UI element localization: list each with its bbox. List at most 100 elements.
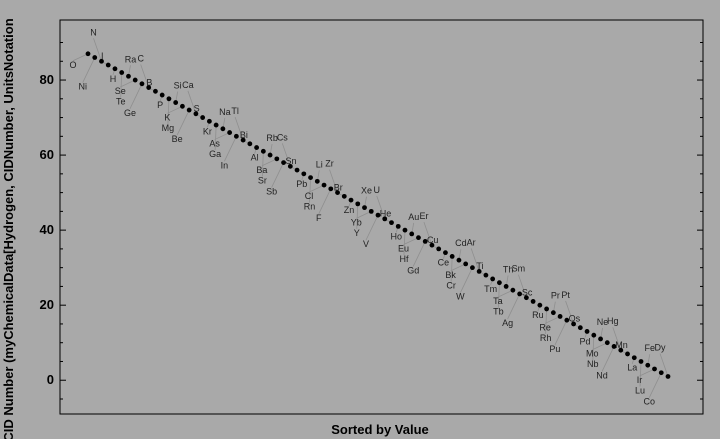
data-point	[443, 250, 448, 256]
data-point	[368, 208, 374, 214]
data-point	[348, 197, 354, 203]
element-label: Bi	[240, 130, 248, 140]
element-label: S	[194, 104, 200, 114]
data-point	[510, 287, 516, 293]
element-label: Rn	[304, 202, 316, 212]
element-label: Bk	[445, 270, 456, 280]
element-label: F	[316, 213, 322, 223]
data-point	[618, 347, 624, 353]
callout-line	[507, 293, 520, 320]
element-label: Zn	[344, 205, 355, 215]
x-axis-title: Sorted by Value	[331, 422, 429, 437]
data-point	[375, 212, 381, 218]
data-point	[584, 329, 590, 334]
element-label: Au	[408, 212, 419, 222]
data-point	[240, 137, 246, 143]
element-label: Hg	[607, 316, 619, 326]
data-point	[146, 85, 152, 90]
callout-line	[176, 109, 190, 136]
callout-line	[281, 143, 291, 167]
data-point	[213, 122, 219, 128]
data-point	[577, 325, 583, 331]
element-label: Be	[172, 134, 183, 144]
data-point	[496, 280, 502, 286]
callout-line	[592, 342, 608, 351]
data-point	[85, 51, 91, 57]
data-point	[476, 269, 482, 274]
element-label: Eu	[398, 244, 409, 254]
callout-line	[82, 57, 96, 83]
element-label: Xe	[361, 186, 372, 196]
data-point	[206, 118, 212, 124]
element-label: Re	[539, 322, 551, 332]
element-label: I	[101, 51, 104, 61]
data-point	[99, 58, 104, 64]
element-label: Pt	[561, 290, 570, 300]
data-point	[267, 152, 273, 158]
element-label: Si	[174, 81, 182, 91]
element-label: Rh	[540, 333, 552, 343]
element-label: Gd	[407, 265, 419, 275]
element-label: K	[164, 112, 170, 122]
y-tick-label: 0	[47, 372, 54, 387]
callout-line	[318, 188, 332, 215]
element-label: La	[627, 363, 637, 373]
element-label: Fe	[645, 343, 656, 353]
y-tick-label: 80	[40, 72, 54, 87]
data-point	[112, 66, 118, 72]
callout-line	[214, 125, 217, 151]
data-point	[153, 88, 158, 94]
element-label: Ca	[182, 80, 194, 90]
data-point	[517, 291, 523, 297]
element-label: Nb	[587, 359, 599, 369]
callout-line	[544, 316, 561, 324]
data-point	[530, 299, 536, 304]
data-point	[463, 261, 469, 267]
data-point	[611, 344, 617, 349]
callout-line	[592, 335, 595, 361]
callout-line	[403, 230, 406, 256]
element-label: Th	[503, 264, 514, 274]
callout-line	[329, 169, 338, 193]
callout-line	[214, 132, 230, 140]
data-point	[335, 190, 340, 196]
callout-line	[565, 300, 574, 325]
element-label: Cs	[277, 132, 288, 142]
callout-line	[517, 274, 527, 298]
data-point	[470, 265, 475, 271]
callout-line	[497, 289, 514, 298]
callout-line	[93, 38, 102, 62]
element-label: Ir	[637, 375, 643, 385]
data-point	[126, 73, 131, 79]
data-point	[598, 336, 603, 342]
data-point	[166, 96, 172, 102]
data-point	[173, 100, 179, 105]
data-point	[544, 306, 550, 312]
data-point	[328, 186, 334, 192]
y-tick-label: 60	[40, 147, 54, 162]
data-point	[591, 332, 597, 338]
callout-line	[639, 368, 655, 377]
element-label: Kr	[203, 126, 212, 136]
data-point	[631, 355, 637, 361]
element-label: Sb	[266, 187, 277, 197]
element-label: V	[363, 239, 369, 249]
callout-line	[308, 184, 325, 193]
element-label: Zr	[325, 159, 334, 169]
element-label: Tb	[493, 307, 504, 317]
element-label: Se	[115, 86, 126, 96]
data-point	[193, 111, 199, 117]
data-point	[321, 182, 327, 188]
data-point	[456, 257, 462, 263]
data-point	[301, 171, 307, 177]
callout-line	[450, 263, 466, 272]
callout-line	[450, 256, 453, 282]
element-label: Na	[219, 107, 231, 117]
callout-line	[659, 353, 669, 377]
element-label: Te	[116, 97, 126, 107]
callout-line	[224, 136, 237, 162]
y-tick-label: 40	[40, 222, 54, 237]
data-point	[389, 220, 394, 226]
data-point	[260, 148, 266, 154]
